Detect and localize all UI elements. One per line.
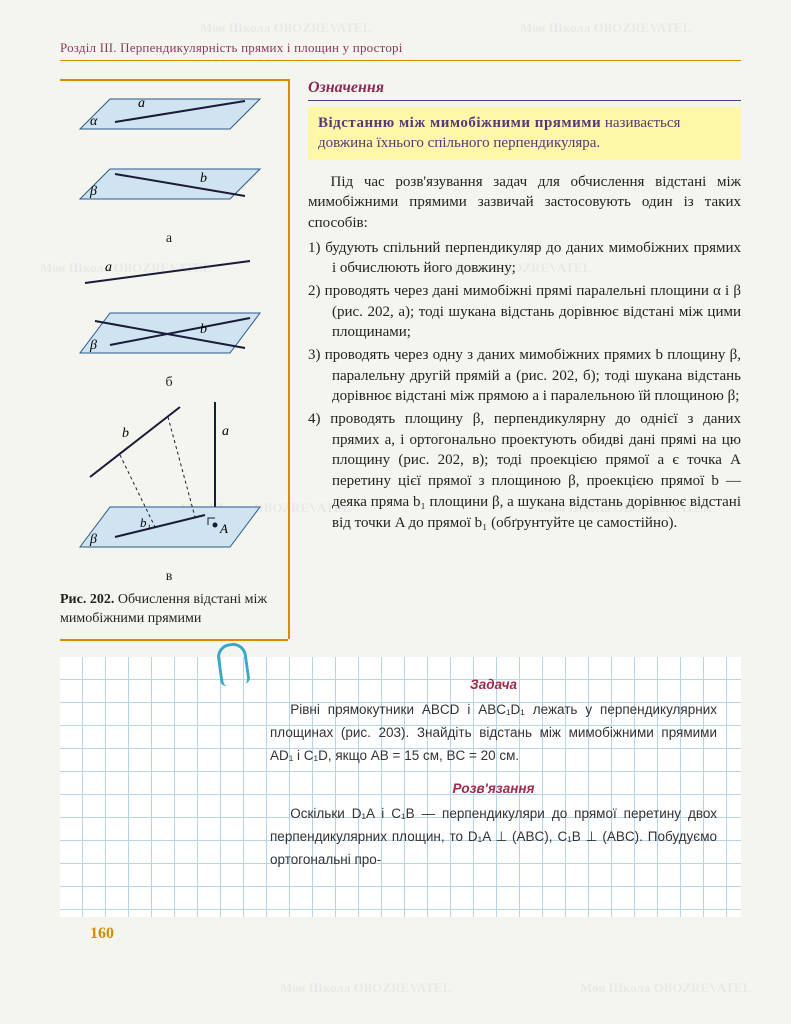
solution-text: Оскільки D₁A і C₁B — перпендикуляри до п… [270,802,717,871]
method-item: проводять площину β, перпендикулярну до … [308,409,741,533]
figure-202c: b a β b₁ A [60,397,278,585]
definition-box: Відстанню між мимобіжними прямими назива… [308,107,741,160]
content-row: α a β b а a β [60,79,741,639]
definition-bold: Відстанню між мимобіжними прямими [318,115,601,131]
page-number: 160 [90,925,741,943]
method-item: будують спільний перпендикуляр до даних … [308,238,741,279]
text-column: Означення Відстанню між мимобіжними прям… [290,79,741,639]
fig-label-a: а [60,231,278,247]
diagram-b: a β b [60,253,270,373]
diagram-c: b a β b₁ A [60,397,270,567]
chapter-header: Розділ III. Перпендикулярність прямих і … [60,40,741,61]
methods-list: будують спільний перпендикуляр до даних … [308,238,741,534]
figure-202b: a β b б [60,253,278,391]
fig-label-b: б [60,375,278,391]
beta-label-c: β [89,532,97,547]
point-A-label: A [219,521,228,536]
method-item: проводять через одну з даних мимобіжних … [308,345,741,407]
line-a-label-c: a [222,424,229,439]
diagram-a: α a β b [60,89,270,229]
figure-caption: Рис. 202. Обчислення відстані між мимобі… [60,591,278,639]
line-b-label-c: b [122,426,129,441]
watermark: Моя Школа OBOZREVATEL [580,980,751,996]
problem-title: Задача [270,673,717,696]
method-item: проводять через дані мимобіжні прямі пар… [308,281,741,343]
figure-column: α a β b а a β [60,79,290,639]
page: Розділ III. Перпендикулярність прямих і … [0,0,791,973]
intro-paragraph: Під час розв'язування задач для обчислен… [308,172,741,234]
figure-202a: α a β b а [60,89,278,247]
notebook-block: Задача Рівні прямокутники ABCD і ABC₁D₁ … [60,657,741,917]
watermark: Моя Школа OBOZREVATEL [280,980,451,996]
alpha-label: α [90,114,98,129]
beta-label: β [89,184,97,199]
problem-text: Рівні прямокутники ABCD і ABC₁D₁ лежать … [270,698,717,767]
paperclip-icon [215,641,251,687]
line-a-label-b: a [105,260,112,275]
definition-title: Означення [308,79,741,101]
line-a-label: a [138,96,145,111]
beta-label-b: β [89,338,97,353]
fig-label-c: в [60,569,278,585]
line-b1-label: b₁ [140,515,151,530]
line-b-label-b: b [200,322,207,337]
line-b-label: b [200,171,207,186]
solution-title: Розв'язання [270,777,717,800]
fig-caption-bold: Рис. 202. [60,592,114,607]
